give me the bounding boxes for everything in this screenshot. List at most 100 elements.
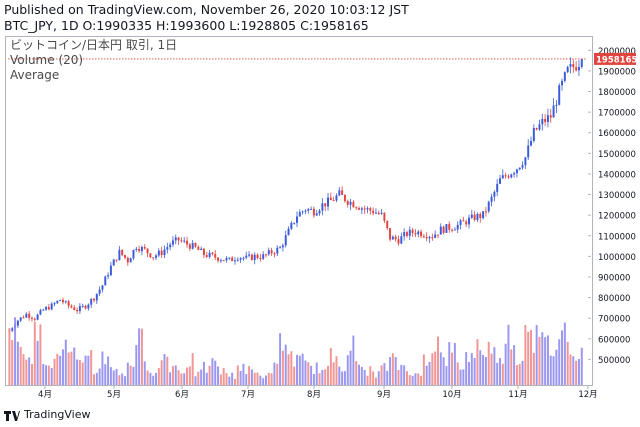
candle-body — [566, 66, 569, 73]
candle-body — [304, 210, 307, 212]
volume-bar — [310, 365, 313, 385]
volume-bar — [101, 351, 104, 385]
volume-bar — [208, 365, 211, 385]
candle-body — [149, 253, 152, 258]
volume-bar — [186, 367, 189, 385]
candle-body — [109, 265, 112, 276]
candle-body — [146, 248, 149, 254]
candle-body — [530, 140, 533, 146]
volume-bar — [200, 369, 203, 385]
candle-body — [93, 298, 95, 301]
volume-bar — [372, 371, 375, 385]
candle-body — [290, 222, 293, 229]
volume-bar — [205, 372, 208, 385]
volume-bar — [451, 352, 454, 385]
volume-bar — [228, 376, 231, 385]
volume-bar — [202, 361, 205, 385]
last-price-badge — [594, 52, 636, 65]
volume-bar — [25, 359, 28, 385]
volume-bar — [563, 322, 566, 385]
candle-body — [400, 236, 403, 244]
volume-bar — [262, 378, 265, 385]
candle-body — [217, 257, 220, 261]
volume-bar — [552, 356, 555, 385]
candle-body — [479, 213, 482, 218]
candle-body — [349, 201, 352, 205]
candle-body — [405, 232, 408, 236]
volume-bar — [197, 371, 200, 385]
candle-body — [315, 213, 318, 216]
volume-bar — [253, 372, 256, 385]
candle-body — [389, 228, 392, 240]
candle-body — [312, 208, 315, 216]
candle-body — [425, 236, 428, 239]
y-tick-label: 1600000 — [598, 129, 636, 139]
candle-body — [70, 305, 73, 308]
volume-bar — [301, 353, 304, 385]
candle-body — [73, 307, 76, 310]
volume-bar — [42, 363, 45, 385]
x-tick-label: 8月 — [307, 390, 321, 400]
candle-body — [59, 299, 62, 301]
candle-body — [118, 249, 121, 261]
candle-body — [422, 236, 425, 238]
volume-bar — [422, 354, 425, 385]
y-tick-label: 1500000 — [598, 150, 636, 160]
volume-bar — [163, 353, 166, 385]
volume-bar — [411, 375, 414, 385]
candle-body — [301, 211, 304, 213]
candle-body — [140, 247, 143, 252]
candle-body — [397, 239, 400, 244]
candle-body — [310, 208, 313, 210]
candle-body — [468, 217, 470, 225]
candle-body — [28, 313, 31, 318]
candle-body — [355, 207, 358, 209]
volume-bar — [39, 324, 42, 385]
volume-bar — [281, 350, 284, 385]
candle-body — [253, 254, 256, 261]
candle-body — [394, 236, 397, 240]
volume-bar — [70, 351, 73, 385]
volume-bar — [374, 377, 377, 385]
volume-bar — [8, 328, 11, 385]
volume-bar — [239, 370, 242, 385]
candle-body — [580, 58, 583, 67]
volume-bar — [524, 325, 527, 385]
candle-body — [515, 169, 518, 174]
volume-bar — [414, 373, 417, 385]
symbol-label: ビットコイン/日本円 取引, 1日 — [10, 38, 178, 52]
ohlc-line: BTC_JPY, 1D O:1990335 H:1993600 L:192880… — [4, 18, 369, 33]
volume-bar — [279, 333, 282, 385]
candle-body — [298, 212, 301, 217]
volume-bar — [530, 330, 533, 385]
volume-bar — [222, 368, 225, 385]
candle-body — [107, 275, 110, 277]
volume-bar — [538, 337, 541, 385]
volume-bar — [78, 359, 81, 385]
volume-bar — [177, 370, 180, 385]
volume-bar — [87, 355, 90, 385]
candle-body — [482, 211, 485, 218]
volume-bar — [84, 355, 87, 385]
volume-bar — [307, 362, 310, 385]
y-tick-label: 1000000 — [598, 253, 636, 263]
y-tick-label: 1900000 — [598, 67, 636, 77]
volume-bar — [462, 369, 465, 385]
volume-bar — [191, 353, 194, 385]
volume-bar — [377, 371, 380, 385]
volume-bar — [473, 357, 476, 385]
candle-body — [462, 220, 465, 222]
volume-bar — [166, 356, 169, 385]
candle-body — [180, 240, 183, 242]
candle-body — [391, 236, 394, 240]
candle-body — [143, 247, 146, 249]
volume-bar — [408, 375, 411, 385]
volume-bar — [93, 374, 95, 385]
volume-bar — [431, 353, 434, 385]
candle-body — [324, 203, 327, 207]
volume-bar — [188, 366, 191, 385]
candle-body — [53, 303, 56, 305]
volume-bar — [11, 340, 14, 385]
volume-bar — [555, 349, 558, 385]
